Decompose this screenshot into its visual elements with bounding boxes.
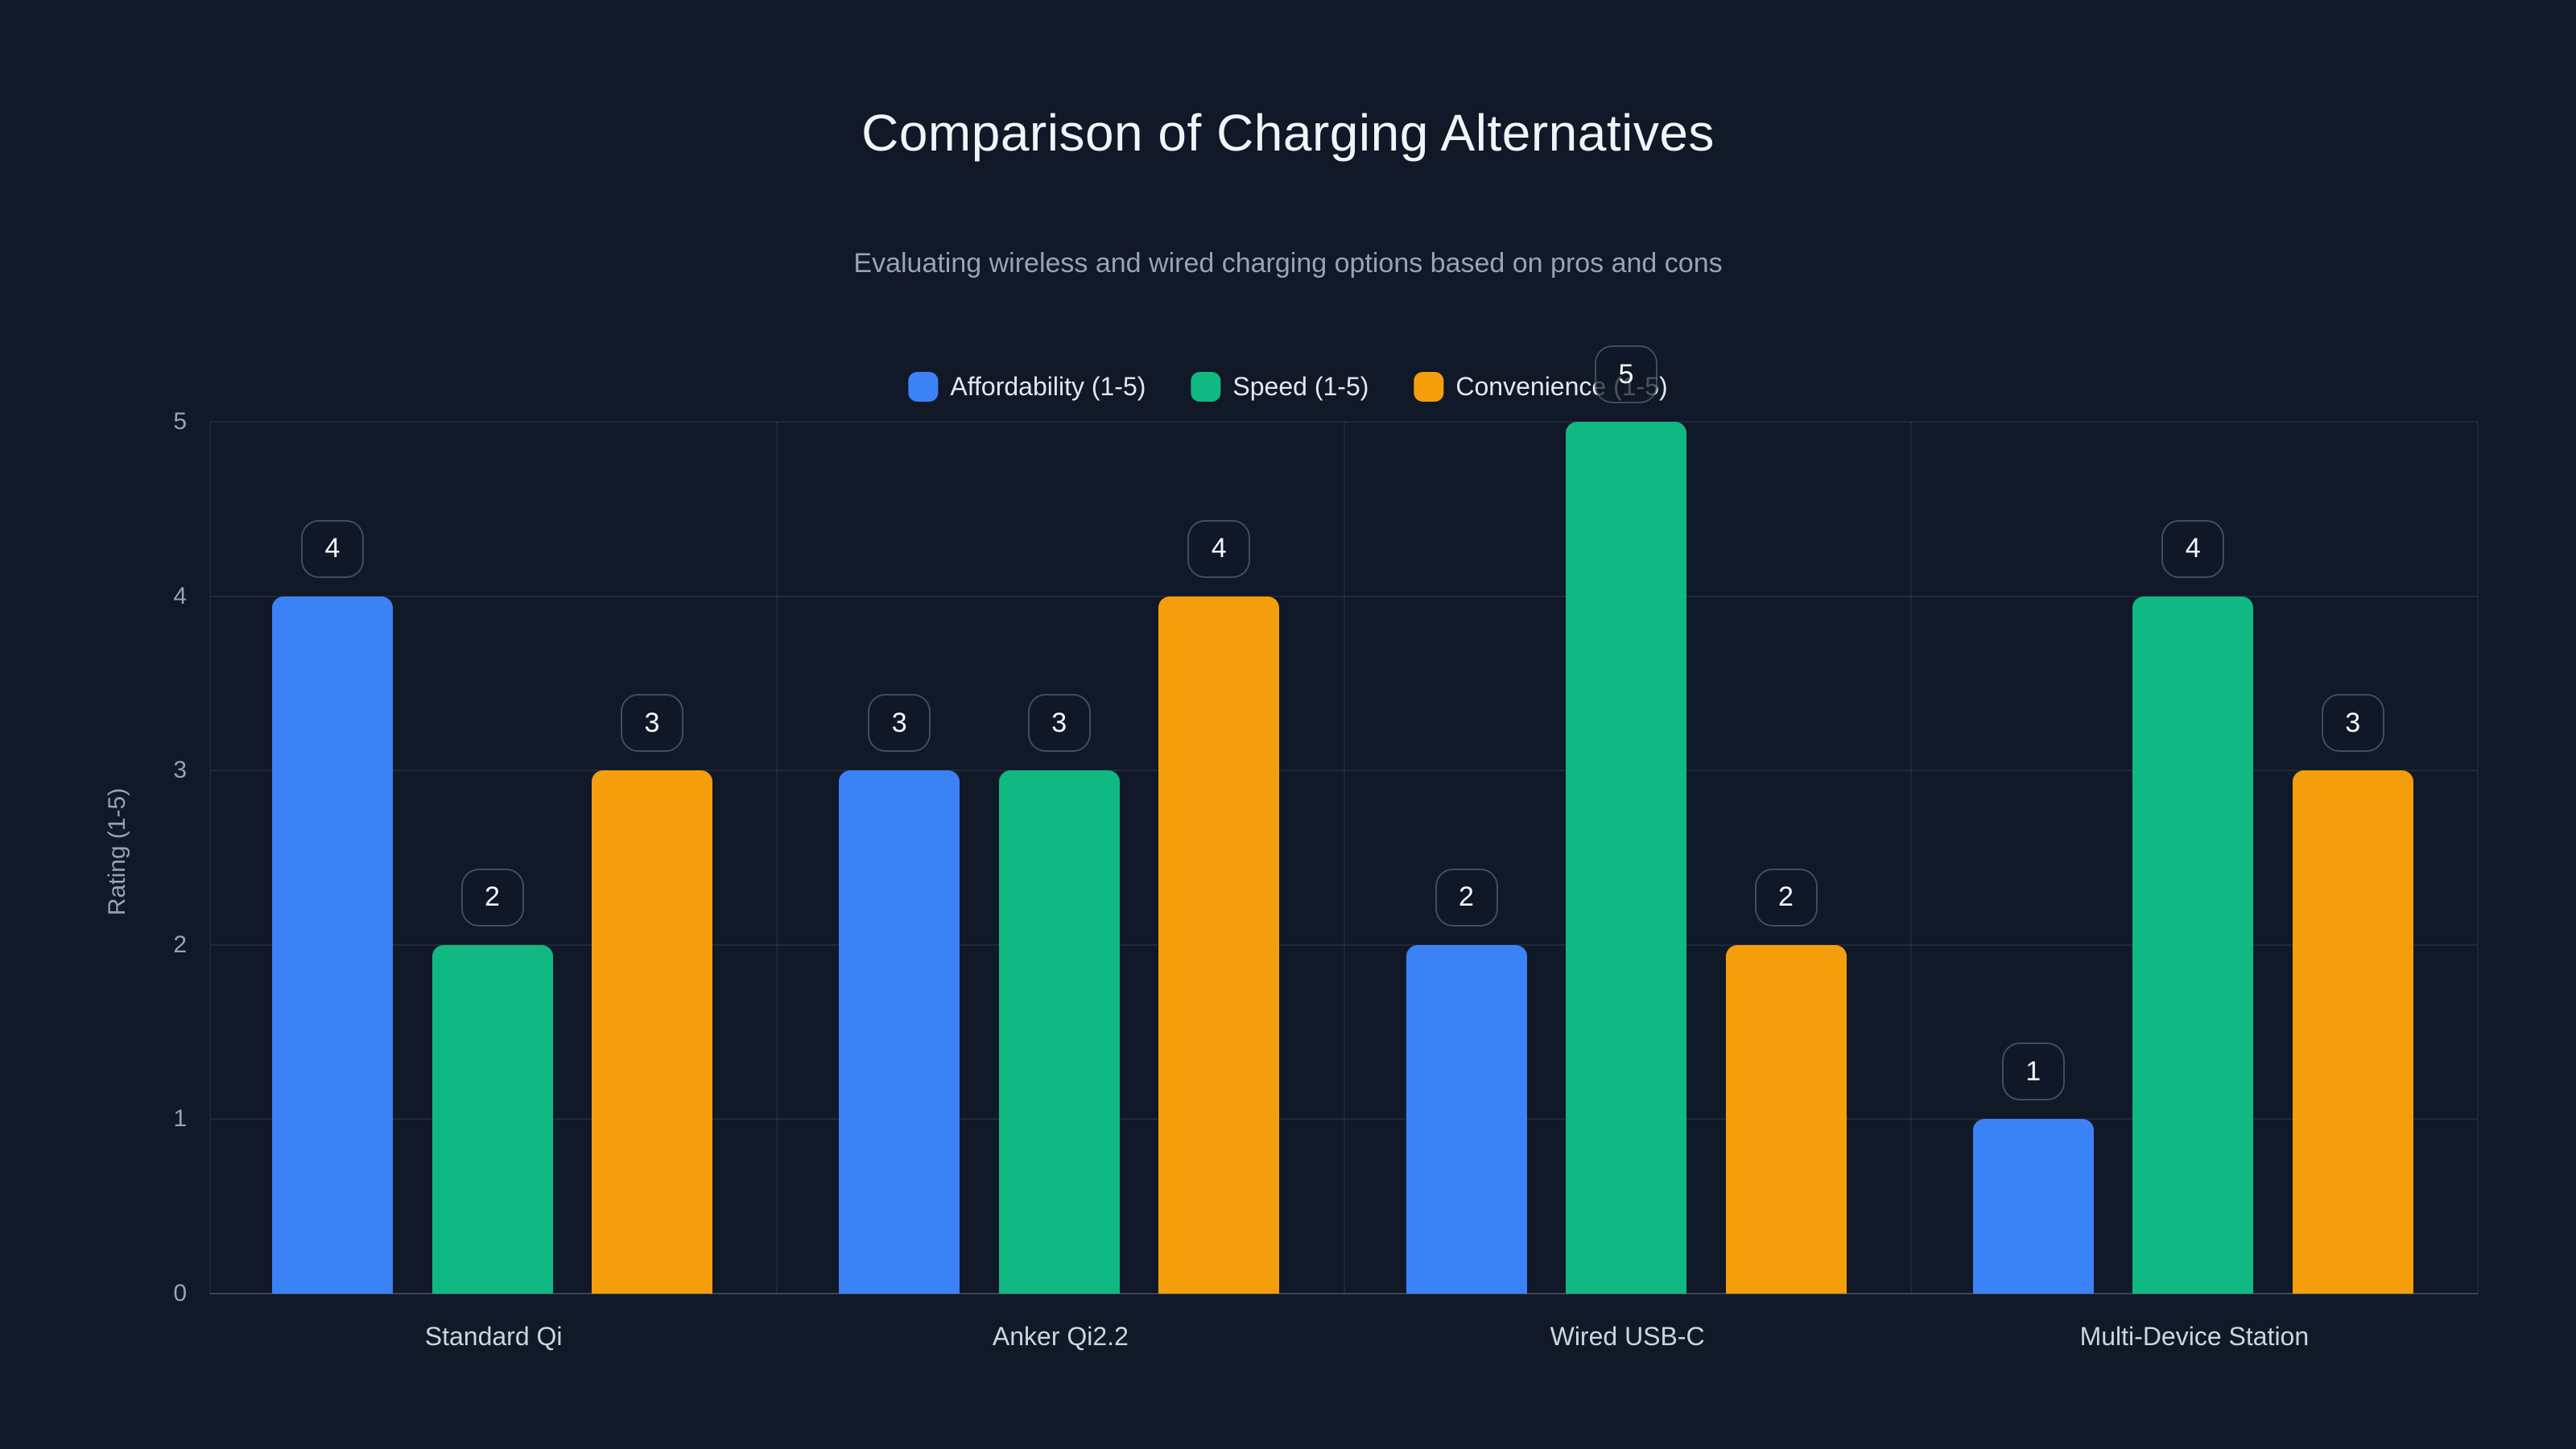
bar-anker-qi2-2-series-0[interactable] — [839, 770, 960, 1294]
gridline-vertical — [2477, 422, 2479, 1294]
y-axis-title: Rating (1-5) — [104, 787, 130, 916]
y-tick-label: 5 — [173, 408, 187, 435]
gridline-vertical — [776, 422, 778, 1294]
y-tick-label: 4 — [173, 582, 187, 609]
value-badge: 5 — [1595, 345, 1657, 403]
y-tick-label: 3 — [173, 757, 187, 784]
legend-item-0[interactable]: Affordability (1-5) — [908, 372, 1146, 402]
value-badge: 4 — [2161, 519, 2225, 578]
chart-subtitle: Evaluating wireless and wired charging o… — [853, 248, 1723, 279]
gridline-horizontal — [210, 770, 2478, 772]
x-category-label: Standard Qi — [424, 1322, 563, 1351]
bar-standard-qi-series-1[interactable] — [431, 944, 553, 1294]
legend-item-1[interactable]: Speed (1-5) — [1191, 372, 1368, 402]
bar-anker-qi2-2-series-1[interactable] — [998, 770, 1120, 1294]
value-badge: 3 — [2321, 694, 2384, 753]
y-tick-label: 2 — [173, 931, 187, 958]
value-badge: 3 — [621, 694, 683, 753]
y-tick-label: 1 — [173, 1105, 187, 1133]
legend-swatch-icon — [1414, 372, 1444, 402]
value-badge: 4 — [301, 519, 364, 578]
x-category-label: Multi-Device Station — [2079, 1322, 2310, 1351]
bar-standard-qi-series-0[interactable] — [272, 596, 393, 1294]
chart-title: Comparison of Charging Alternatives — [861, 104, 1715, 162]
gridline-vertical — [209, 422, 211, 1294]
value-badge: 2 — [1435, 868, 1498, 927]
bar-multi-device-station-series-2[interactable] — [2292, 770, 2413, 1294]
value-badge: 3 — [868, 694, 931, 753]
legend-swatch-icon — [908, 372, 939, 402]
value-badge: 3 — [1027, 694, 1091, 753]
gridline-horizontal — [210, 421, 2478, 423]
legend-swatch-icon — [1191, 372, 1221, 402]
gridline-vertical — [1343, 422, 1345, 1294]
gridline-horizontal — [210, 595, 2478, 597]
legend-label: Speed (1-5) — [1232, 372, 1369, 401]
bar-multi-device-station-series-1[interactable] — [2132, 596, 2254, 1294]
bar-standard-qi-series-2[interactable] — [592, 770, 712, 1294]
bar-wired-usb-c-series-2[interactable] — [1725, 944, 1847, 1294]
value-badge: 1 — [2001, 1042, 2065, 1101]
gridline-vertical — [1909, 422, 1912, 1294]
value-badge: 2 — [460, 868, 524, 927]
x-category-label: Wired USB-C — [1550, 1322, 1705, 1351]
bar-anker-qi2-2-series-2[interactable] — [1158, 596, 1280, 1294]
y-tick-label: 0 — [173, 1280, 187, 1307]
bar-multi-device-station-series-0[interactable] — [1972, 1119, 2094, 1294]
x-axis-line — [210, 1293, 2478, 1294]
legend-label: Affordability (1-5) — [950, 372, 1146, 401]
value-badge: 4 — [1187, 519, 1251, 578]
gridline-horizontal — [210, 1118, 2478, 1121]
bar-wired-usb-c-series-1[interactable] — [1566, 422, 1686, 1294]
x-category-label: Anker Qi2.2 — [992, 1322, 1129, 1351]
value-badge: 2 — [1754, 868, 1818, 927]
bar-wired-usb-c-series-0[interactable] — [1406, 944, 1527, 1294]
gridline-horizontal — [210, 943, 2478, 946]
